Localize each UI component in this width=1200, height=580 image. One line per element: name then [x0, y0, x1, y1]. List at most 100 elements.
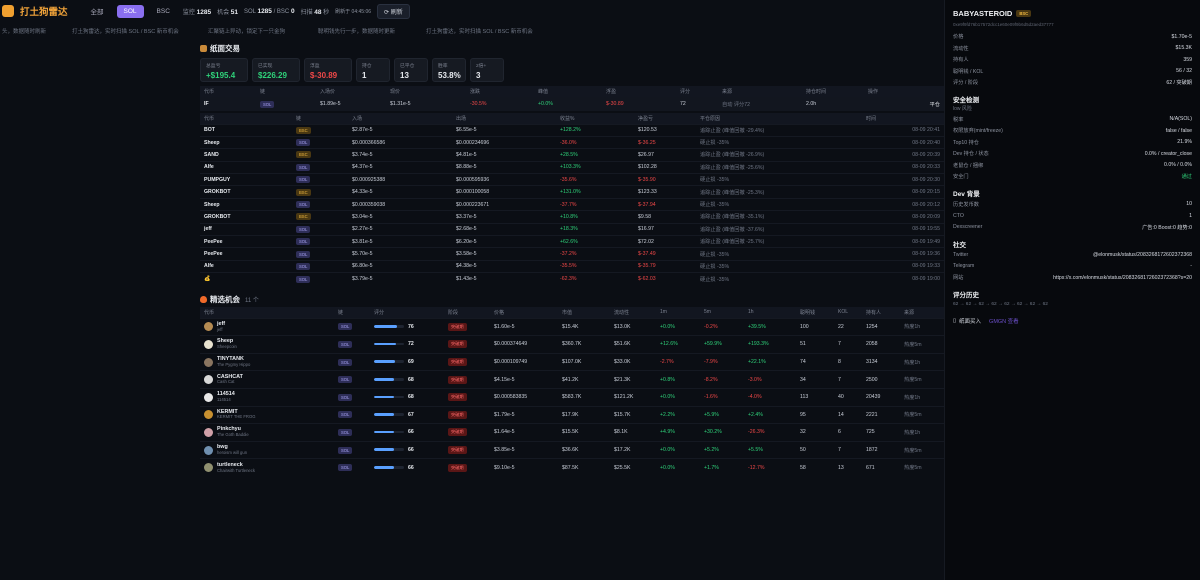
history-title: 评分历史: [953, 292, 979, 299]
stage-badge: 突破期: [448, 463, 467, 472]
trade-row[interactable]: Sheep SOL $0.000359038 $0.000223671 -37.7% $-…: [200, 197, 944, 211]
net-pnl: $16.97: [634, 222, 696, 236]
change-1m: +4.9%: [656, 423, 700, 442]
detail-key: 历史发币数: [953, 201, 979, 208]
close-position-button[interactable]: 平仓: [864, 97, 944, 111]
refresh-button[interactable]: ⟳ 刷新: [377, 3, 410, 19]
opportunity-row[interactable]: Sheep Sheepcoin SOL 72 突破期 $0.000374649 $360.7…: [200, 335, 944, 354]
token-names: 114514 114514: [217, 392, 235, 402]
trade-row[interactable]: BOT BSC $2.87e-5 $6.55e-5 +128.2% $120.53 追踪止盈…: [200, 123, 944, 137]
opportunity-row[interactable]: bwg heroism will gun SOL 66 突破期 $3.85e-5 $36.6…: [200, 440, 944, 459]
trade-row[interactable]: 💰 SOL $3.79e-5 $1.43e-5 -62.3% $-62.03 硬止损 -35…: [200, 272, 944, 286]
close-reason: 硬止损 -35%: [696, 259, 862, 273]
score-bar: [374, 430, 404, 434]
opportunity-row[interactable]: KERMIT KERMIT THE FROG SOL 67 突破期 $1.79e-5 $17…: [200, 405, 944, 424]
token-name: KERMIT: [217, 408, 238, 415]
closed-trades-table: 代币链入场 出场 收益% 净盈亏 平仓原因 时间 BOT BSC $2.87e-5 $6.55e…: [200, 113, 944, 286]
score-value: 76: [408, 323, 414, 330]
opportunity-row[interactable]: Pinkchyu The Goth Baddie SOL 66 突破期 $1.64e-5 $…: [200, 423, 944, 442]
detail-row: 权限放弃(mint/freeze) false / false: [953, 125, 1192, 137]
exit-price: $8.88e-5: [452, 160, 556, 174]
change-5m: +5.9%: [700, 405, 744, 424]
detail-key: 权限放弃(mint/freeze): [953, 128, 1003, 135]
column-header: 时间: [862, 113, 944, 124]
close-reason: 硬止损 -35%: [696, 272, 862, 286]
trade-row[interactable]: PeePee SOL $3.81e-5 $6.20e-5 +62.6% $72.02 追踪止…: [200, 234, 944, 248]
trade-row[interactable]: GROKBOT BSC $4.33e-5 $0.000100058 +131.0% $12…: [200, 185, 944, 199]
stage-badge: 突破期: [448, 393, 467, 402]
detail-row: 网站 https://x.com/elonmusk/status/20832681…: [953, 272, 1192, 284]
market-cap: $15.4K: [558, 317, 610, 336]
gmgn-link[interactable]: GMGN 查看: [989, 318, 1019, 325]
chain-cell: SOL: [292, 135, 348, 149]
detail-key: 聪明钱 / KOL: [953, 68, 984, 75]
change-pct: -30.5%: [466, 97, 534, 111]
trade-row[interactable]: GROKBOT BSC $3.04e-5 $3.37e-5 +10.8% $9.58 追踪止…: [200, 210, 944, 224]
stat-card-value: $226.29: [258, 71, 287, 80]
token-address[interactable]: 0xe9f9fd76b17572dcc1e60e09f9b6d5d2aed377…: [953, 22, 1054, 27]
token-names: Sheep Sheepcoin: [217, 339, 237, 349]
score-cell: 69: [370, 352, 444, 371]
trade-row[interactable]: Alfe SOL $6.80e-5 $4.38e-5 -35.5% $-35.79 硬止损 …: [200, 259, 944, 273]
opportunity-row[interactable]: CASHCAT Cash Cat SOL 68 突破期 $4.15e-5 $41.2K $21…: [200, 370, 944, 389]
detail-row: 安全门 通过: [953, 171, 1192, 183]
trade-row[interactable]: SAND BSC $3.74e-5 $4.81e-5 +28.5% $26.97 追踪止盈 …: [200, 148, 944, 162]
token-symbol: 💰: [200, 272, 292, 286]
chain-cell: SOL: [334, 440, 370, 459]
opps-section-title: 精选机会 11 个: [200, 291, 944, 307]
app-title: 打土狗雷达: [20, 7, 68, 18]
trade-row[interactable]: Alfe SOL $4.37e-5 $8.88e-5 +103.3% $102.28 追踪止…: [200, 160, 944, 174]
change-1h: -3.0%: [744, 370, 796, 389]
trade-row[interactable]: PeePee SOL $5.70e-5 $3.58e-5 -37.2% $-37.49 硬止…: [200, 247, 944, 261]
paper-buy-button[interactable]: ▯ 纸面买入: [953, 317, 982, 325]
trade-row[interactable]: Sheep SOL $0.000366586 $0.000234696 -36.0% $-…: [200, 135, 944, 149]
detail-key: Top10 持仓: [953, 139, 979, 146]
column-header: 涨跌: [466, 86, 534, 97]
trade-row[interactable]: PUMPGUY SOL $0.000925388 $0.000595936 -35.6%…: [200, 173, 944, 186]
score-cell: 68: [370, 370, 444, 389]
source: 自动 评分72: [718, 97, 802, 111]
opportunity-row[interactable]: TINYTANK The Pygmy Hippo SOL 69 突破期 $0.000109…: [200, 352, 944, 371]
liquidity: $33.0K: [610, 352, 656, 371]
market-cap: $107.0K: [558, 352, 610, 371]
trade-row[interactable]: jeff SOL $2.27e-5 $2.68e-5 +18.3% $16.97 追踪止盈 …: [200, 222, 944, 236]
detail-value: 21.9%: [1177, 139, 1192, 146]
chain-badge: SOL: [296, 250, 311, 258]
column-header: 平仓原因: [696, 113, 862, 124]
position-row[interactable]: IF SOL $1.89e-5 $1.31e-5 -30.5% +0.0% $-30.89 7…: [200, 97, 944, 111]
column-header: 代币: [200, 307, 334, 319]
opportunity-row[interactable]: jeff jeff SOL 76 突破期 $1.60e-5 $15.4K $13.0K +0.0…: [200, 317, 944, 336]
chain-badge: SOL: [296, 176, 311, 184]
column-header: 持仓时间: [802, 86, 864, 97]
chain-badge: SOL: [296, 139, 311, 147]
tab-sol[interactable]: SOL: [116, 4, 144, 18]
token-symbol: Alfe: [200, 259, 292, 273]
tab-bsc[interactable]: BSC: [156, 7, 170, 15]
chain-cell: SOL: [292, 197, 348, 211]
column-header: 1h: [744, 307, 796, 319]
detail-row: Dev 持仓 / 状态 0.0% / creator_close: [953, 148, 1192, 160]
detail-key: 流动性: [953, 45, 969, 52]
opportunity-row[interactable]: turtleneck Chairwith Turtleneck SOL 66 突破期 $9…: [200, 458, 944, 477]
entry-price: $6.80e-5: [348, 259, 452, 273]
token-names: Pinkchyu The Goth Baddie: [217, 427, 249, 437]
market-cap: $41.2K: [558, 370, 610, 389]
change-1h: +39.5%: [744, 317, 796, 336]
detail-row: 聪明钱 / KOL 56 / 32: [953, 66, 1192, 78]
change-5m: +59.9%: [700, 335, 744, 354]
detail-value: N/A(SOL): [1169, 116, 1192, 123]
entry-price: $0.000925388: [348, 173, 452, 186]
holders: 2058: [862, 335, 900, 354]
peak-pct: +0.0%: [534, 97, 602, 111]
holders: 1872: [862, 440, 900, 459]
source: 热度5m: [900, 458, 944, 477]
opportunity-row[interactable]: 114514 114514 SOL 68 突破期 $0.000583835 $583.7K $…: [200, 387, 944, 407]
token-cell: jeff jeff: [200, 317, 334, 336]
detail-row: Top10 持仓 21.9%: [953, 137, 1192, 149]
close-reason: 硬止损 -35%: [696, 135, 862, 149]
trade-time: 08-09 20:40: [862, 135, 944, 149]
smart-money: 34: [796, 370, 834, 389]
tab-all[interactable]: 全部: [90, 9, 104, 16]
exit-price: $4.38e-5: [452, 259, 556, 273]
smart-money: 51: [796, 335, 834, 354]
